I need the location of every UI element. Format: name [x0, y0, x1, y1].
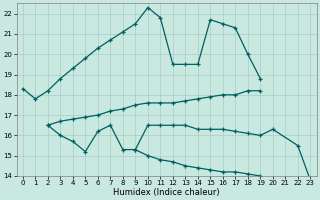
- X-axis label: Humidex (Indice chaleur): Humidex (Indice chaleur): [113, 188, 220, 197]
